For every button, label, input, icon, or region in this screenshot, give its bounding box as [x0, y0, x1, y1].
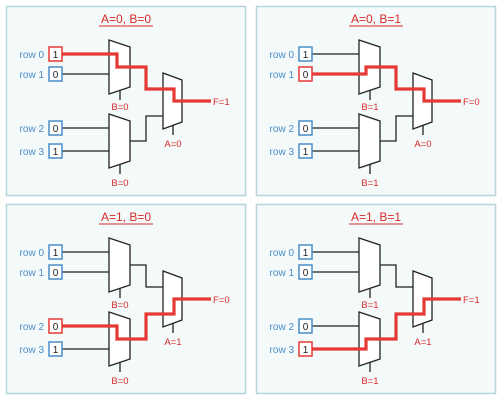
input-label-row-0: row 0 — [20, 50, 45, 61]
input-value-box-row-0 — [298, 244, 313, 260]
input-label-row-0: row 0 — [20, 248, 45, 259]
input-value-row-2: 0 — [53, 124, 59, 135]
input-value-box-row-3 — [48, 143, 63, 159]
mux-bottom-select-label: B=0 — [111, 376, 128, 387]
output-label: F=0 — [463, 97, 480, 108]
input-value-box-row-1 — [48, 66, 63, 82]
mux-top — [108, 237, 131, 293]
input-value-box-row-1 — [298, 264, 313, 280]
input-label-row-0: row 0 — [270, 248, 295, 259]
input-value-row-3: 1 — [303, 345, 309, 356]
mux-top-select-label: B=1 — [361, 102, 378, 113]
active-path — [312, 65, 461, 103]
input-value-box-row-0 — [48, 244, 63, 260]
input-value-row-2: 0 — [303, 322, 309, 333]
wire-mux-bottom-out — [130, 115, 163, 142]
panel-title: A=0, B=1 — [351, 12, 401, 26]
panel-title: A=0, B=0 — [101, 12, 151, 26]
mux-final-select-label: A=0 — [164, 139, 181, 150]
input-value-row-0: 1 — [303, 50, 309, 61]
input-label-row-0: row 0 — [270, 50, 295, 61]
active-path — [62, 52, 211, 103]
mux-bottom — [108, 113, 131, 169]
input-value-row-1: 0 — [303, 268, 309, 279]
input-label-row-1: row 1 — [270, 268, 295, 279]
mux-final-select-label: A=1 — [414, 337, 431, 348]
input-value-box-row-3 — [48, 341, 63, 357]
mux-bottom-select-label: B=1 — [361, 178, 378, 189]
mux-top-select-label: B=1 — [361, 300, 378, 311]
mux-final-select-label: A=0 — [414, 139, 431, 150]
input-value-box-row-0 — [298, 46, 313, 62]
input-value-row-0: 1 — [53, 50, 59, 61]
input-value-row-0: 1 — [303, 248, 309, 259]
input-value-row-3: 1 — [53, 147, 59, 158]
input-label-row-3: row 3 — [20, 147, 45, 158]
input-value-row-1: 0 — [53, 268, 59, 279]
input-value-box-row-2 — [48, 318, 63, 334]
panel-2: A=0, B=1 row 0 1 row 1 0 row 2 0 row 3 1 B=1 B=1 A=… — [255, 5, 497, 197]
input-label-row-3: row 3 — [20, 345, 45, 356]
input-label-row-3: row 3 — [270, 147, 295, 158]
input-label-row-2: row 2 — [270, 322, 295, 333]
input-value-box-row-3 — [298, 143, 313, 159]
input-value-row-3: 1 — [53, 345, 59, 356]
input-label-row-1: row 1 — [20, 70, 45, 81]
panel-title: A=1, B=0 — [101, 210, 151, 224]
output-label: F=1 — [213, 97, 230, 108]
input-value-row-2: 0 — [303, 124, 309, 135]
input-value-row-3: 1 — [303, 147, 309, 158]
output-label: F=0 — [213, 295, 230, 306]
input-value-row-1: 0 — [53, 70, 59, 81]
mux-final-select-label: A=1 — [164, 337, 181, 348]
input-value-row-1: 0 — [303, 70, 309, 81]
wire-mux-top-out — [130, 264, 163, 288]
input-label-row-2: row 2 — [270, 124, 295, 135]
input-value-box-row-1 — [298, 66, 313, 82]
input-label-row-2: row 2 — [20, 124, 45, 135]
panel-4: A=1, B=1 row 0 1 row 1 0 row 2 0 row 3 1 B=1 B=1 A=… — [255, 203, 497, 395]
input-value-box-row-2 — [298, 120, 313, 136]
input-value-row-2: 0 — [53, 322, 59, 333]
panel-title: A=1, B=1 — [351, 210, 401, 224]
input-value-box-row-0 — [48, 46, 63, 62]
panel-1: A=0, B=0 row 0 1 row 1 0 row 2 0 row 3 1 B=0 B=0 A=… — [5, 5, 247, 197]
panel-3: A=1, B=0 row 0 1 row 1 0 row 2 0 row 3 1 B=0 B=0 A=… — [5, 203, 247, 395]
input-value-row-0: 1 — [53, 248, 59, 259]
active-path — [312, 297, 461, 351]
wire-mux-top-out — [380, 264, 413, 288]
input-label-row-1: row 1 — [20, 268, 45, 279]
input-label-row-1: row 1 — [270, 70, 295, 81]
input-value-box-row-2 — [48, 120, 63, 136]
mux-top-select-label: B=0 — [111, 102, 128, 113]
active-path — [62, 297, 211, 341]
mux-bottom — [358, 113, 381, 169]
input-value-box-row-3 — [298, 341, 313, 357]
input-label-row-3: row 3 — [270, 345, 295, 356]
input-value-box-row-2 — [298, 318, 313, 334]
input-value-box-row-1 — [48, 264, 63, 280]
mux-bottom-select-label: B=1 — [361, 376, 378, 387]
mux-top — [358, 237, 381, 293]
mux-top-select-label: B=0 — [111, 300, 128, 311]
wire-mux-bottom-out — [380, 115, 413, 142]
input-label-row-2: row 2 — [20, 322, 45, 333]
output-label: F=1 — [463, 295, 480, 306]
mux-bottom-select-label: B=0 — [111, 178, 128, 189]
